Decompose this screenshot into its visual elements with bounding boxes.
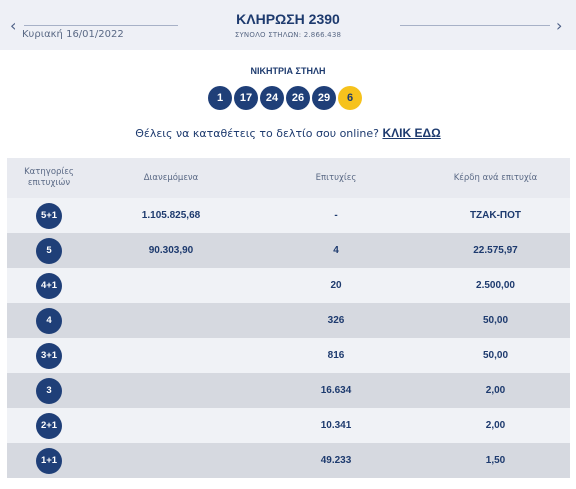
joker-number-ball: 6 xyxy=(338,86,362,110)
table-row: 4 326 50,00 xyxy=(7,303,570,338)
category-badge: 2+1 xyxy=(36,412,62,439)
prize-cell: 1,50 xyxy=(485,455,506,466)
table-row: 5 90.303,90 4 22.575,97 xyxy=(7,233,570,268)
category-badge: 4 xyxy=(36,307,62,334)
table-row: 2+1 10.341 2,00 xyxy=(7,408,570,443)
draw-date: Κυριακή 16/01/2022 xyxy=(22,29,124,40)
category-badge: 3 xyxy=(36,377,62,404)
online-promo: Θέλεις να καταθέτεις το δελτίο σου onlin… xyxy=(0,126,576,140)
winners-cell: - xyxy=(334,210,338,221)
table-row: 3 16.634 2,00 xyxy=(7,373,570,408)
distributed-cell: 90.303,90 xyxy=(148,245,194,256)
winners-cell: 816 xyxy=(327,350,345,361)
winners-cell: 49.233 xyxy=(320,455,352,466)
winners-cell: 20 xyxy=(330,280,342,291)
table-row: 5+1 1.105.825,68 - ΤΖΑΚ-ΠΟΤ xyxy=(7,198,570,233)
winning-number-ball: 1 xyxy=(208,86,232,110)
winning-number-ball: 26 xyxy=(286,86,310,110)
draw-header: ‹ Κυριακή 16/01/2022 ΚΛΗΡΩΣΗ 2390 ΣΥΝΟΛΟ… xyxy=(0,0,576,50)
category-badge: 5 xyxy=(36,237,62,264)
prize-cell: 2.500,00 xyxy=(476,280,515,291)
prize-table-header: Κατηγορίες επιτυχιών Διανεμόμενα Επιτυχί… xyxy=(7,158,570,198)
total-columns: ΣΥΝΟΛΟ ΣΤΗΛΩΝ: 2.866.438 xyxy=(234,31,342,39)
winning-number-ball: 24 xyxy=(260,86,284,110)
category-badge: 4+1 xyxy=(36,272,62,299)
table-row: 1+1 49.233 1,50 xyxy=(7,443,570,478)
prize-cell: 50,00 xyxy=(482,315,509,326)
draw-title: ΚΛΗΡΩΣΗ 2390 xyxy=(236,11,340,27)
prize-cell: 50,00 xyxy=(482,350,509,361)
category-badge: 5+1 xyxy=(36,202,62,229)
winners-cell: 16.634 xyxy=(320,385,352,396)
header-prize: Κέρδη ανά επιτυχία xyxy=(453,172,538,183)
header-distributed: Διανεμόμενα xyxy=(143,172,199,183)
click-here-link[interactable]: ΚΛΙΚ ΕΔΩ xyxy=(382,126,441,140)
category-badge: 1+1 xyxy=(36,447,62,474)
distributed-cell: 1.105.825,68 xyxy=(141,210,201,221)
winning-numbers: 1 17 24 26 29 6 xyxy=(208,86,362,110)
table-row: 4+1 20 2.500,00 xyxy=(7,268,570,303)
prize-cell: ΤΖΑΚ-ΠΟΤ xyxy=(469,210,522,221)
category-badge: 3+1 xyxy=(36,342,62,369)
winners-cell: 4 xyxy=(333,245,339,256)
prize-cell: 2,00 xyxy=(485,385,506,396)
chevron-left-icon[interactable]: ‹ xyxy=(10,16,17,35)
prize-cell: 22.575,97 xyxy=(473,245,518,256)
header-winners: Επιτυχίες xyxy=(315,172,357,183)
winners-cell: 326 xyxy=(327,315,345,326)
header-divider-right xyxy=(400,25,550,26)
header-divider-left xyxy=(24,25,178,26)
chevron-right-icon[interactable]: › xyxy=(556,16,563,35)
winning-number-ball: 29 xyxy=(312,86,336,110)
table-row: 3+1 816 50,00 xyxy=(7,338,570,373)
winning-column-title: ΝΙΚΗΤΡΙΑ ΣΤΗΛΗ xyxy=(250,66,326,76)
online-promo-text: Θέλεις να καταθέτεις το δελτίο σου onlin… xyxy=(135,127,379,140)
prize-table: Κατηγορίες επιτυχιών Διανεμόμενα Επιτυχί… xyxy=(7,158,570,478)
prize-cell: 2,00 xyxy=(485,420,506,431)
header-category: Κατηγορίες επιτυχιών xyxy=(24,167,74,188)
winners-cell: 10.341 xyxy=(320,420,352,431)
winning-number-ball: 17 xyxy=(234,86,258,110)
